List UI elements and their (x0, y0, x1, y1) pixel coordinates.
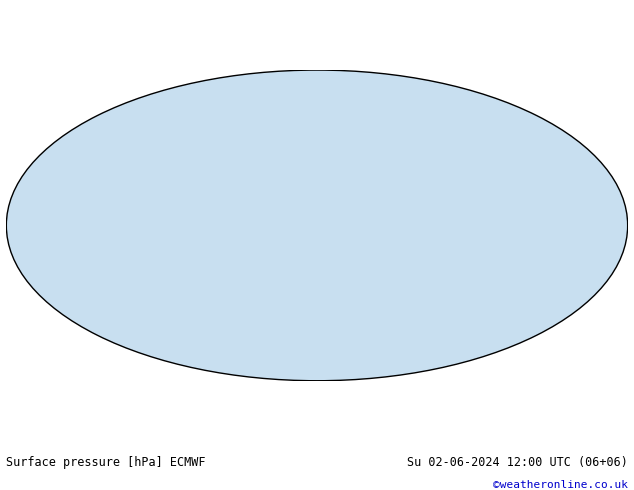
Text: Su 02-06-2024 12:00 UTC (06+06): Su 02-06-2024 12:00 UTC (06+06) (407, 456, 628, 469)
Text: ©weatheronline.co.uk: ©weatheronline.co.uk (493, 480, 628, 490)
Ellipse shape (6, 70, 628, 381)
Text: Surface pressure [hPa] ECMWF: Surface pressure [hPa] ECMWF (6, 456, 206, 469)
